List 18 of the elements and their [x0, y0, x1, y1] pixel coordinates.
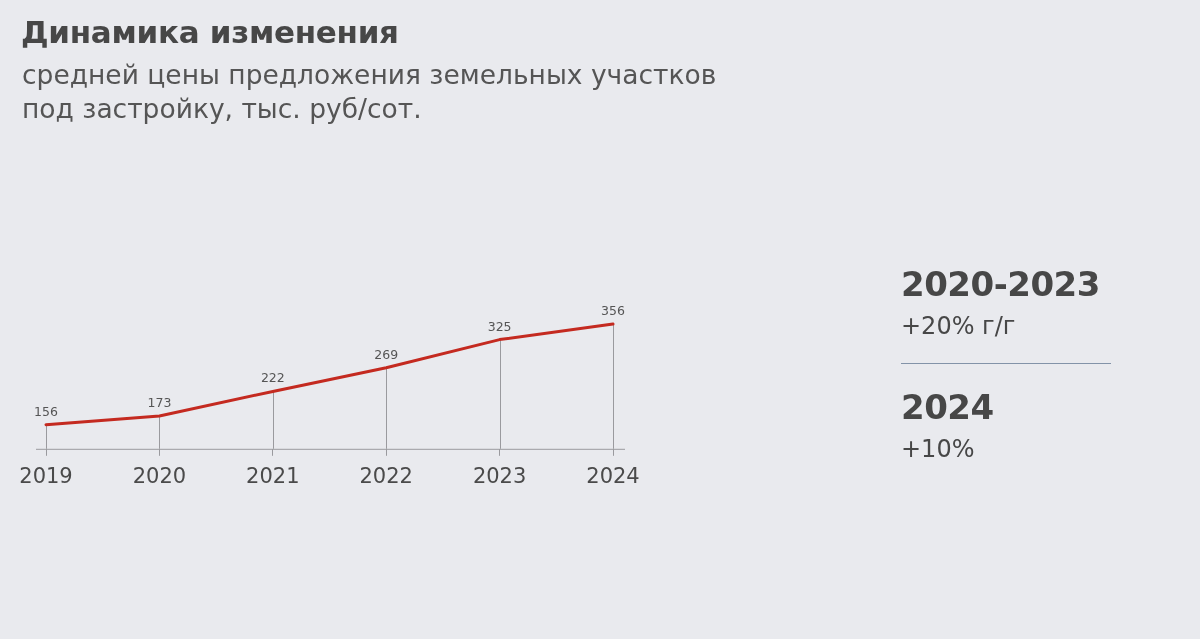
data-label: 325 [487, 318, 512, 334]
data-label: 173 [147, 395, 172, 411]
chart-subtitle: средней цены предложения земельных участков под застройку, тыс. руб/сот. [22, 58, 718, 126]
data-label: 269 [374, 346, 399, 362]
x-tick-label: 2022 [359, 463, 413, 488]
data-label: 356 [601, 303, 625, 318]
x-tick-label: 2020 [132, 463, 187, 488]
data-label: 156 [34, 403, 58, 419]
text: 2024 [901, 386, 995, 429]
x-tick-label: 2024 [586, 463, 640, 488]
chart-title: Динамика изменения [21, 14, 399, 50]
x-tick-label: 2023 [472, 463, 527, 488]
text: +10% [901, 434, 976, 464]
text: 2020-2023 [901, 263, 1101, 306]
x-tick-label: 2019 [19, 463, 73, 488]
text: +20% г/г [901, 311, 1017, 341]
data-label: 222 [260, 370, 285, 386]
x-tick-label: 2021 [246, 463, 300, 488]
